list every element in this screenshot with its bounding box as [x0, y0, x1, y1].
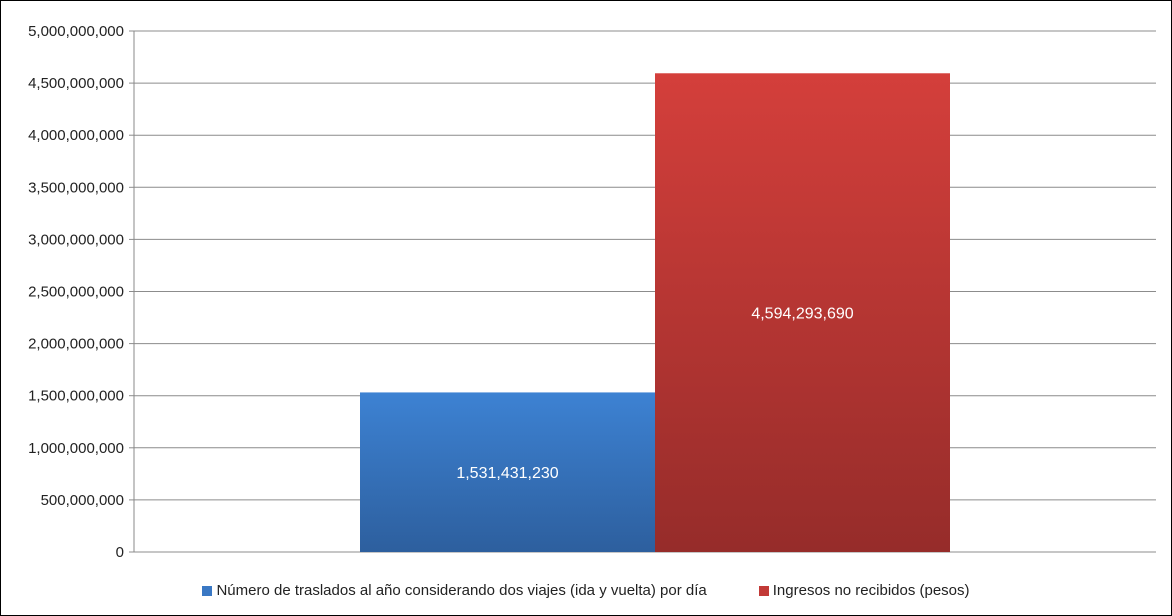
legend-item-traslados: Número de traslados al año considerando … — [202, 582, 707, 599]
y-tick-label: 3,500,000,000 — [28, 179, 124, 196]
y-tick-label: 5,000,000,000 — [28, 23, 124, 40]
legend-label-ingresos: Ingresos no recibidos (pesos) — [772, 582, 970, 599]
y-axis-ticks: 0 500,000,000 1,000,000,000 1,500,000,000 2,… — [28, 23, 124, 561]
data-label-ingresos: 4,594,293,690 — [751, 306, 853, 323]
y-tick-label: 4,000,000,000 — [28, 127, 124, 144]
legend-label-traslados: Número de traslados al año considerando … — [216, 582, 707, 599]
y-tick-label: 0 — [116, 544, 124, 561]
legend-swatch-blue — [202, 585, 213, 596]
y-tick-label: 2,000,000,000 — [28, 336, 124, 353]
data-label-traslados: 1,531,431,230 — [456, 465, 558, 482]
legend-item-ingresos: Ingresos no recibidos (pesos) — [758, 582, 970, 599]
y-tick-label: 500,000,000 — [41, 492, 124, 509]
bars — [360, 73, 950, 552]
y-tick-label: 1,000,000,000 — [28, 440, 124, 457]
legend-swatch-red — [758, 585, 769, 596]
bar-traslados — [360, 392, 655, 552]
y-tick-label: 1,500,000,000 — [28, 388, 124, 405]
y-tick-label: 3,000,000,000 — [28, 231, 124, 248]
bar-ingresos — [655, 73, 950, 552]
y-tick-label: 4,500,000,000 — [28, 75, 124, 92]
data-labels: 1,531,431,230 4,594,293,690 — [456, 306, 853, 483]
legend: Número de traslados al año considerando … — [1, 582, 1171, 599]
y-tick-label: 2,500,000,000 — [28, 284, 124, 301]
